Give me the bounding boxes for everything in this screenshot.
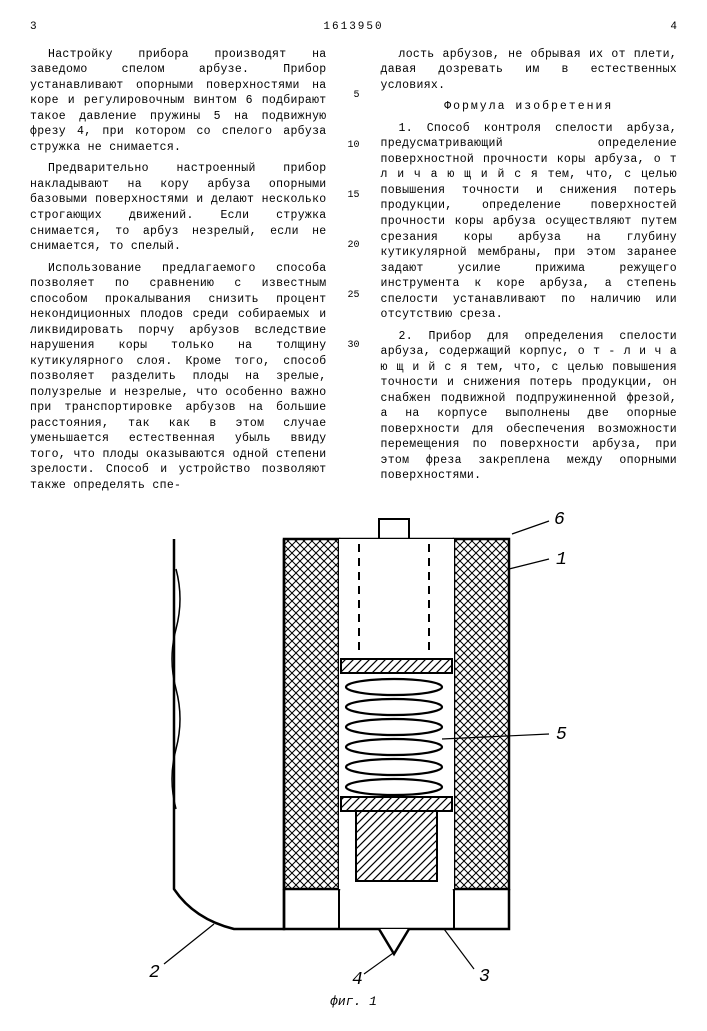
line-num: 10 (347, 139, 359, 153)
callout-2: 2 (149, 963, 160, 983)
patent-number: 1613950 (323, 20, 383, 35)
line-number-gutter: 5 10 15 20 25 30 (345, 47, 363, 499)
figure-label: фиг. 1 (30, 993, 677, 1011)
page-num-left: 3 (30, 20, 37, 35)
figure-diagram: 1 5 6 2 4 3 (104, 509, 604, 989)
right-para-1: лость арбузов, не обрывая их от плети, д… (381, 47, 678, 94)
page-num-right: 4 (670, 20, 677, 35)
line-num: 15 (347, 189, 359, 203)
page-header: 3 1613950 4 (30, 20, 677, 35)
callout-4: 4 (352, 970, 363, 989)
line-num: 30 (347, 339, 359, 353)
formula-title: Формула изобретения (381, 99, 678, 115)
right-para-3: 2. Прибор для определения спелости арбуз… (381, 329, 678, 484)
left-para-2: Предварительно настроенный прибор наклад… (30, 161, 327, 254)
left-column: Настройку прибора производят на заведомо… (30, 47, 327, 499)
callout-1: 1 (556, 550, 567, 570)
right-para-2: 1. Способ контроля спелости арбуза, пред… (381, 121, 678, 323)
line-num: 25 (347, 289, 359, 303)
callout-5: 5 (556, 725, 567, 745)
callout-6: 6 (554, 510, 565, 530)
figure-area: 1 5 6 2 4 3 фиг. 1 (30, 509, 677, 1011)
callout-3: 3 (479, 967, 490, 987)
left-para-3: Использование предлагаемого способа позв… (30, 261, 327, 494)
right-column: лость арбузов, не обрывая их от плети, д… (381, 47, 678, 499)
line-num: 5 (353, 89, 359, 103)
left-para-1: Настройку прибора производят на заведомо… (30, 47, 327, 156)
line-num: 20 (347, 239, 359, 253)
text-columns: Настройку прибора производят на заведомо… (30, 47, 677, 499)
